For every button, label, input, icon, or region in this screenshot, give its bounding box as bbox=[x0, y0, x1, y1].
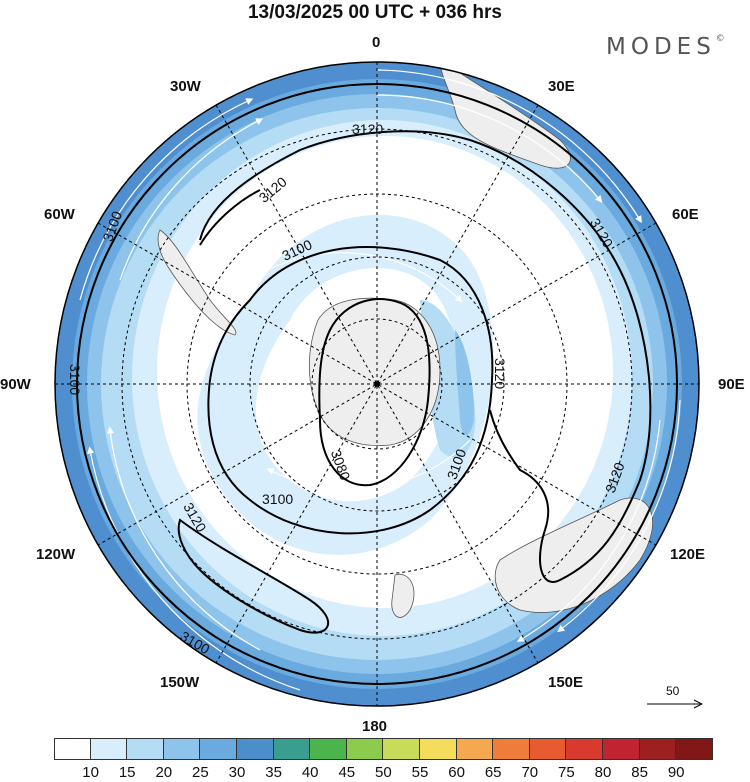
map-boundary bbox=[54, 61, 700, 707]
brand-logo: MODES© bbox=[606, 34, 725, 60]
colorbar-tick-label: 45 bbox=[338, 764, 356, 781]
colorbar-tick-label: 80 bbox=[594, 764, 612, 781]
colorbar-tick-label: 50 bbox=[375, 764, 392, 781]
lon-label-right: 90E bbox=[718, 376, 745, 393]
south-pole-marker bbox=[374, 381, 380, 387]
lon-label-left-upper: 60W bbox=[44, 206, 75, 223]
colorbar-swatch bbox=[529, 738, 567, 760]
colorbar-tick-label: 15 bbox=[118, 764, 136, 781]
colorbar-tick-label: 70 bbox=[521, 764, 539, 781]
colorbar-swatch bbox=[566, 738, 603, 760]
colorbar-tick-label: 75 bbox=[558, 764, 575, 781]
colorbar-tick-label: 30 bbox=[228, 764, 246, 781]
lon-label-top-left: 30W bbox=[170, 78, 201, 95]
colorbar-swatch bbox=[236, 738, 274, 760]
graticule bbox=[55, 62, 699, 706]
colorbar-tick-label: 35 bbox=[265, 764, 282, 781]
lon-label-bottom: 180 bbox=[362, 718, 388, 735]
colorbar-swatch bbox=[346, 738, 384, 760]
contour-label: 3120 bbox=[352, 121, 383, 137]
brand-name: MODES bbox=[606, 34, 716, 60]
lon-label-top-right: 30E bbox=[548, 78, 575, 95]
streamlines bbox=[79, 69, 681, 691]
contour-label: 3100 bbox=[67, 364, 83, 395]
lon-label-right-upper: 60E bbox=[672, 206, 699, 223]
colorbar-swatch bbox=[310, 738, 347, 760]
lon-label-top: 0 bbox=[372, 34, 381, 51]
polar-map: 3120 3120 3120 3100 3100 3080 3100 3100 … bbox=[54, 61, 700, 707]
vector-reference-arrow-icon bbox=[647, 699, 704, 709]
lon-label-bottom-right: 150E bbox=[548, 674, 584, 691]
colorbar-swatch bbox=[493, 738, 530, 760]
colorbar-tick-label: 20 bbox=[155, 764, 173, 781]
colorbar-swatch bbox=[383, 738, 420, 760]
colorbar-swatch bbox=[419, 738, 457, 760]
colorbar-swatch bbox=[273, 738, 311, 760]
colorbar-tick-label: 40 bbox=[301, 764, 319, 781]
colorbar-swatch bbox=[456, 738, 494, 760]
colorbar-tick-label: 60 bbox=[448, 764, 465, 781]
lon-label-right-lower: 120E bbox=[670, 546, 706, 563]
lon-label-left: 90W bbox=[0, 376, 31, 393]
lon-label-left-lower: 120W bbox=[36, 546, 76, 563]
lon-label-bottom-left: 150W bbox=[160, 674, 200, 691]
colorbar-ticks: 10 15 20 25 30 35 40 45 50 55 60 65 70 75 80 85 90 bbox=[54, 764, 714, 782]
colorbar-tick-label: 90 bbox=[667, 764, 685, 781]
forecast-title: 13/03/2025 00 UTC + 036 hrs bbox=[247, 2, 503, 23]
colorbar-tick-label: 10 bbox=[82, 764, 99, 781]
colorbar-swatch bbox=[163, 738, 201, 760]
colorbar-swatch bbox=[676, 738, 713, 760]
colorbar-tick-label: 25 bbox=[192, 764, 209, 781]
colorbar-swatch bbox=[602, 738, 640, 760]
colorbar-tick-label: 65 bbox=[484, 764, 502, 781]
vector-reference-value: 50 bbox=[666, 684, 680, 698]
contour-label: 3120 bbox=[492, 358, 508, 389]
colorbar-tick-label: 55 bbox=[411, 764, 429, 781]
colorbar bbox=[54, 738, 713, 760]
colorbar-tick-label: 85 bbox=[631, 764, 648, 781]
vector-reference: 50 bbox=[646, 684, 706, 714]
colorbar-swatch bbox=[127, 738, 164, 760]
height-contours bbox=[76, 83, 678, 685]
contour-label: 3100 bbox=[262, 491, 293, 507]
colorbar-swatch bbox=[54, 738, 91, 760]
brand-mark: © bbox=[715, 34, 725, 44]
colorbar-swatch bbox=[90, 738, 128, 760]
colorbar-swatch bbox=[200, 738, 237, 760]
colorbar-swatch bbox=[639, 738, 677, 760]
